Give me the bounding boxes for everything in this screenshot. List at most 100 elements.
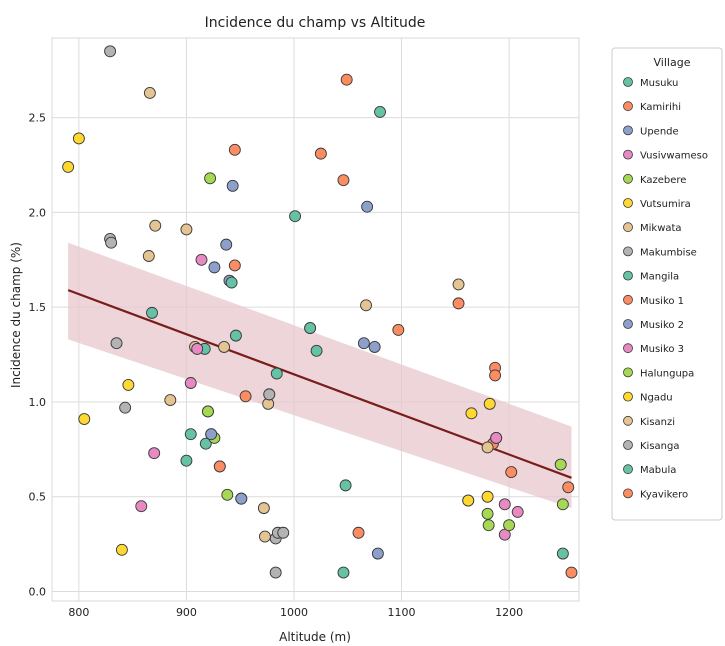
legend-label: Makumbise: [640, 247, 697, 258]
legend-label: Mangila: [640, 272, 679, 283]
data-point: [481, 441, 494, 454]
y-axis-ticks: 0.0 0.5 1.0 1.5 2.0 2.5: [29, 112, 47, 599]
data-point: [201, 405, 214, 418]
legend-marker: [623, 488, 633, 499]
legend-marker: [623, 222, 633, 233]
legend-marker: [623, 270, 633, 281]
legend-marker: [623, 149, 633, 160]
data-point: [208, 261, 221, 274]
data-point: [505, 466, 518, 479]
data-point: [218, 341, 231, 353]
x-tick-label: 800: [68, 606, 89, 619]
data-point: [228, 143, 241, 156]
data-point: [554, 458, 567, 471]
data-point: [368, 341, 381, 353]
data-point: [122, 378, 135, 391]
legend-marker: [623, 391, 633, 402]
legend-marker: [623, 464, 633, 475]
data-point: [146, 306, 158, 319]
data-point: [481, 490, 494, 503]
y-tick-label: 0.0: [29, 586, 47, 599]
data-point: [105, 236, 118, 249]
legend-marker: [623, 319, 633, 329]
legend-marker: [623, 440, 633, 450]
data-points: [62, 45, 578, 579]
x-axis-label: Altitude (m): [279, 630, 351, 644]
data-point: [371, 547, 384, 560]
data-point: [135, 500, 148, 513]
confidence-band-area: [68, 242, 572, 509]
data-point: [482, 519, 495, 532]
legend-label: Kisanga: [640, 441, 680, 452]
data-point: [180, 454, 193, 467]
data-point: [221, 488, 234, 501]
data-point: [119, 401, 132, 414]
data-point: [361, 200, 374, 213]
data-point: [498, 498, 511, 511]
data-point: [143, 87, 156, 99]
data-point: [270, 367, 283, 380]
legend-marker: [623, 415, 633, 426]
legend-label: Musiko 1: [640, 296, 684, 307]
x-tick-label: 1000: [280, 606, 308, 619]
legend-label: Kamirihi: [640, 102, 681, 113]
legend-marker: [623, 343, 633, 354]
data-point: [263, 388, 276, 401]
legend-label: Kisanzi: [640, 417, 675, 428]
data-point: [374, 105, 386, 118]
data-point: [357, 337, 370, 350]
legend-label: Vutsumira: [640, 199, 691, 210]
data-point: [360, 299, 372, 312]
data-point: [220, 238, 233, 251]
data-point: [149, 219, 162, 232]
legend-label: Mabula: [640, 465, 676, 476]
data-point: [452, 297, 465, 310]
data-point: [483, 397, 496, 410]
data-point: [226, 179, 239, 192]
data-point: [104, 45, 117, 58]
legend-marker: [623, 246, 633, 257]
legend-marker: [623, 198, 633, 208]
data-point: [556, 547, 569, 560]
legend-label: Kyavikero: [640, 489, 688, 500]
data-point: [110, 337, 123, 350]
data-point: [204, 172, 217, 185]
data-point: [191, 342, 204, 355]
data-point: [269, 566, 282, 579]
data-point: [78, 413, 91, 425]
data-point: [314, 147, 327, 160]
data-point: [115, 543, 128, 556]
legend-marker: [623, 294, 633, 305]
confidence-band: [68, 242, 572, 509]
legend: Village Musuku Kamirihi Upende Vusivwameso K…: [611, 47, 723, 521]
data-point: [225, 276, 238, 289]
data-point: [205, 428, 218, 441]
data-point: [465, 407, 478, 420]
data-point: [337, 566, 350, 579]
data-point: [289, 210, 302, 223]
y-tick-label: 1.0: [29, 396, 47, 409]
y-tick-label: 2.5: [29, 112, 47, 125]
data-point: [392, 323, 405, 336]
legend-label: Musuku: [640, 78, 678, 89]
data-point: [195, 253, 208, 266]
x-tick-label: 900: [176, 606, 197, 619]
data-point: [304, 322, 317, 334]
data-point: [180, 223, 193, 236]
legend-label: Halungupa: [640, 368, 694, 379]
data-point: [452, 278, 465, 291]
data-point: [489, 369, 502, 382]
data-point: [62, 160, 75, 173]
data-point: [490, 432, 503, 444]
data-point: [503, 519, 516, 532]
legend-label: Kazebere: [640, 175, 686, 186]
data-point: [228, 259, 241, 272]
data-point: [562, 481, 575, 494]
legend-items: Musuku Kamirihi Upende Vusivwameso Kazebere V…: [623, 77, 708, 500]
data-point: [556, 498, 569, 511]
legend-marker: [623, 125, 633, 136]
legend-label: Musiko 2: [640, 320, 684, 331]
data-point: [213, 460, 226, 473]
x-tick-label: 1200: [495, 606, 523, 619]
data-point: [352, 526, 365, 539]
